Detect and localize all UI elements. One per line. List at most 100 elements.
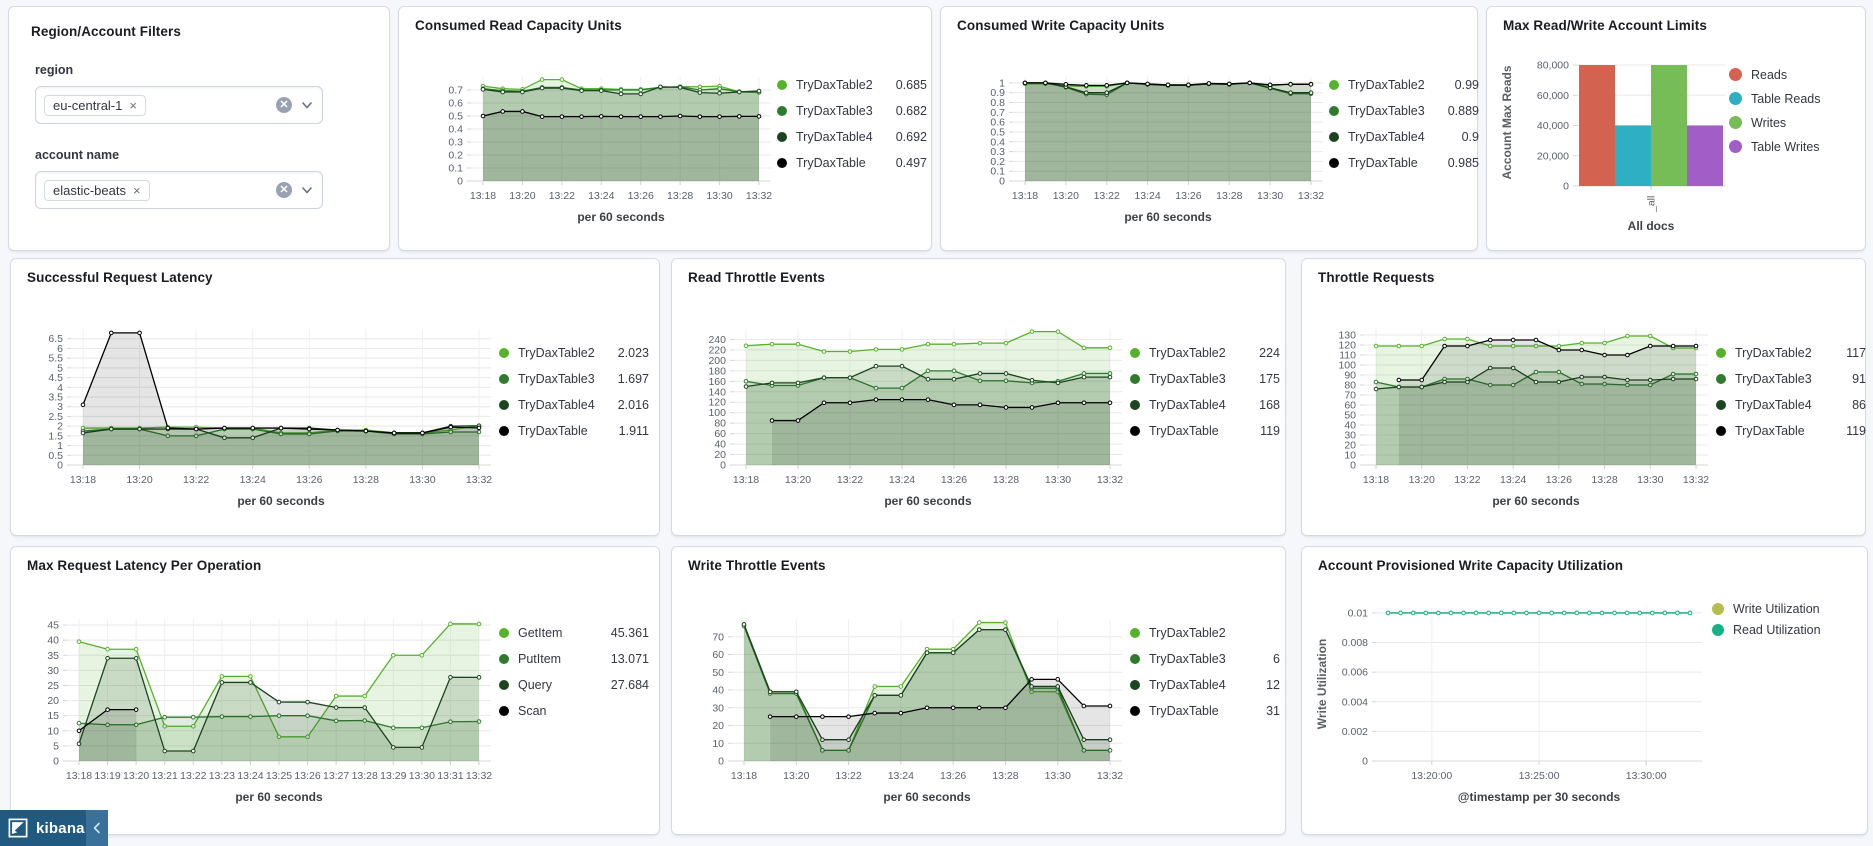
svg-text:40,000: 40,000	[1537, 120, 1569, 132]
clear-account-icon[interactable]: ✕	[276, 182, 292, 198]
legend-item[interactable]: PutItem 13.071	[499, 649, 649, 668]
legend-item[interactable]: TryDaxTable3 91	[1716, 369, 1866, 388]
legend-item[interactable]: TryDaxTable3 1.697	[499, 369, 649, 388]
region-selected-pill[interactable]: eu-central-1 ×	[44, 94, 146, 116]
svg-text:4.5: 4.5	[48, 372, 63, 384]
svg-text:13:30: 13:30	[1257, 190, 1283, 202]
legend-item[interactable]: TryDaxTable4 2.016	[499, 395, 649, 414]
panel-title: Max Request Latency Per Operation	[27, 558, 262, 573]
legend-color-dot	[1712, 602, 1724, 615]
svg-text:per 60 seconds: per 60 seconds	[1124, 210, 1212, 224]
svg-text:220: 220	[708, 344, 726, 356]
legend-label: PutItem	[518, 651, 562, 666]
legend-item[interactable]: TryDaxTable4 0.9	[1329, 127, 1479, 146]
svg-text:per 60 seconds: per 60 seconds	[884, 494, 972, 508]
legend-item[interactable]: Table Reads	[1729, 89, 1854, 108]
legend-item[interactable]: Write Utilization	[1712, 599, 1862, 618]
legend-item[interactable]: TryDaxTable2 224	[1130, 343, 1280, 362]
svg-text:120: 120	[1338, 340, 1356, 352]
legend-item[interactable]: TryDaxTable 1.911	[499, 421, 649, 440]
account-selected-pill[interactable]: elastic-beats ×	[44, 179, 150, 201]
legend-item[interactable]: TryDaxTable4 0.692	[777, 127, 927, 146]
panel-title: Throttle Requests	[1318, 270, 1435, 285]
svg-text:13:20: 13:20	[785, 474, 811, 486]
legend-item[interactable]: TryDaxTable3 175	[1130, 369, 1280, 388]
legend-color-dot	[499, 347, 509, 358]
svg-text:0.8: 0.8	[990, 97, 1005, 109]
svg-text:13:30: 13:30	[1045, 474, 1071, 486]
legend-item[interactable]: Scan	[499, 701, 649, 720]
svg-text:4: 4	[57, 382, 63, 394]
svg-text:0.6: 0.6	[448, 98, 463, 110]
svg-text:Write Utilization: Write Utilization	[1315, 639, 1329, 729]
svg-text:50: 50	[712, 667, 724, 679]
legend-item[interactable]: TryDaxTable2 0.99	[1329, 75, 1479, 94]
legend-item[interactable]: TryDaxTable3 0.682	[777, 101, 927, 120]
legend-item[interactable]: GetItem 45.361	[499, 623, 649, 642]
collapse-nav-button[interactable]	[86, 810, 108, 846]
svg-text:13:25: 13:25	[266, 770, 292, 782]
legend-item[interactable]: Writes	[1729, 113, 1854, 132]
svg-text:60: 60	[1344, 400, 1356, 412]
legend-item[interactable]: TryDaxTable 31	[1130, 701, 1280, 720]
legend-item[interactable]: Table Writes	[1729, 137, 1854, 156]
legend-item[interactable]: Reads	[1729, 65, 1854, 84]
legend-label: TryDaxTable4	[1348, 129, 1425, 144]
legend-item[interactable]: TryDaxTable3 6	[1130, 649, 1280, 668]
svg-text:2: 2	[57, 421, 63, 433]
successful-latency-chart: 0 0.5 1 1.5 2 2.5 3 3.5 4 4.5 5 5.5 6 6.5 13:18 13:20 13…	[21, 285, 499, 530]
svg-text:13:26: 13:26	[1546, 474, 1572, 486]
svg-text:13:30: 13:30	[409, 770, 435, 782]
legend-item[interactable]: Query 27.684	[499, 675, 649, 694]
svg-text:13:28: 13:28	[1591, 474, 1617, 486]
legend-item[interactable]: TryDaxTable4 12	[1130, 675, 1280, 694]
clear-region-icon[interactable]: ✕	[276, 97, 292, 113]
legend-label: TryDaxTable2	[1735, 345, 1812, 360]
svg-text:0: 0	[53, 756, 59, 768]
legend-item[interactable]: TryDaxTable4 168	[1130, 395, 1280, 414]
legend-item[interactable]: TryDaxTable2 117	[1716, 343, 1866, 362]
svg-text:30: 30	[47, 665, 59, 677]
account-selected-value: elastic-beats	[53, 182, 126, 198]
chevron-down-icon[interactable]	[300, 183, 314, 197]
legend-label: TryDaxTable2	[1149, 345, 1226, 360]
chart-legend: TryDaxTable2 117 TryDaxTable3 91 TryDaxTable…	[1716, 343, 1866, 530]
legend-item[interactable]: TryDaxTable 119	[1130, 421, 1280, 440]
legend-value: 0.685	[895, 77, 927, 92]
svg-text:13:24: 13:24	[588, 190, 614, 202]
legend-item[interactable]: TryDaxTable 0.497	[777, 153, 927, 172]
legend-item[interactable]: TryDaxTable2 2.023	[499, 343, 649, 362]
svg-text:13:20: 13:20	[126, 474, 152, 486]
legend-item[interactable]: Read Utilization	[1712, 620, 1862, 639]
chevron-left-icon	[93, 822, 100, 834]
chevron-down-icon[interactable]	[300, 98, 314, 112]
svg-text:13:18: 13:18	[731, 770, 757, 782]
region-filter-label: region	[35, 63, 74, 77]
legend-item[interactable]: TryDaxTable 119	[1716, 421, 1866, 440]
panel-write-capacity-utilization: Account Provisioned Write Capacity Utili…	[1301, 546, 1868, 835]
kibana-logo-section[interactable]: kibana	[0, 810, 86, 846]
svg-text:20,000: 20,000	[1537, 150, 1569, 162]
svg-text:13:26: 13:26	[296, 474, 322, 486]
legend-item[interactable]: TryDaxTable2 0.685	[777, 75, 927, 94]
legend-color-dot	[777, 105, 787, 116]
svg-text:35: 35	[47, 650, 59, 662]
svg-text:80,000: 80,000	[1537, 60, 1569, 72]
svg-text:13:18: 13:18	[470, 190, 496, 202]
svg-text:3.5: 3.5	[48, 392, 63, 404]
remove-account-icon[interactable]: ×	[132, 182, 141, 198]
legend-item[interactable]: TryDaxTable 0.985	[1329, 153, 1479, 172]
chart-legend: TryDaxTable2 TryDaxTable3 6 TryDaxTable4 12 T…	[1130, 623, 1280, 830]
legend-value: 0.99	[1454, 77, 1479, 92]
panel-title: Consumed Read Capacity Units	[415, 18, 622, 33]
panel-title: Consumed Write Capacity Units	[957, 18, 1165, 33]
legend-item[interactable]: TryDaxTable4 86	[1716, 395, 1866, 414]
legend-item[interactable]: TryDaxTable3 0.889	[1329, 101, 1479, 120]
region-filter-combobox[interactable]: eu-central-1 × ✕	[35, 86, 323, 124]
remove-region-icon[interactable]: ×	[129, 97, 137, 113]
legend-label: TryDaxTable2	[1348, 77, 1425, 92]
svg-text:13:29: 13:29	[380, 770, 406, 782]
legend-item[interactable]: TryDaxTable2	[1130, 623, 1280, 642]
account-filter-combobox[interactable]: elastic-beats × ✕	[35, 171, 323, 209]
svg-text:13:18: 13:18	[70, 474, 96, 486]
